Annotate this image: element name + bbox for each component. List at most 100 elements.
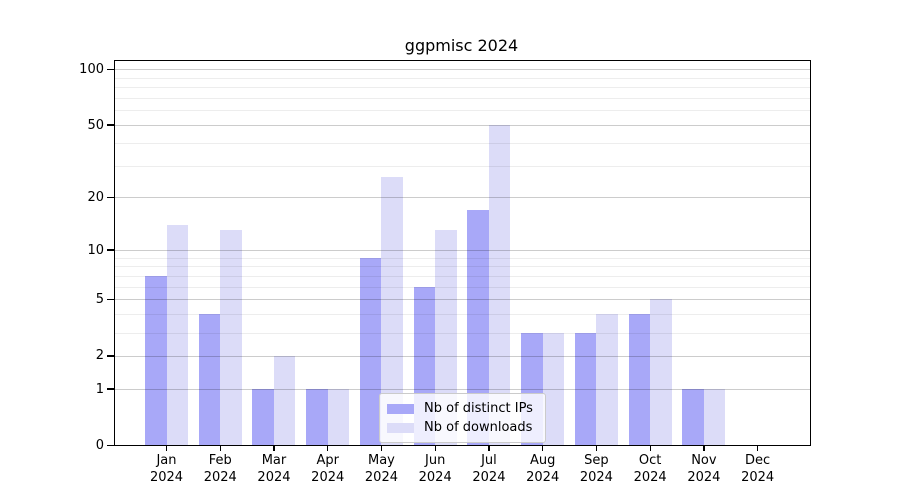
x-tick-label-line: Apr: [316, 453, 339, 468]
y-tick-mark: [107, 298, 114, 301]
x-tick-mark: [703, 446, 705, 451]
bar-distinct-ips: [359, 257, 382, 446]
y-tick-mark: [107, 444, 114, 447]
x-tick-label: Jul 2024: [457, 452, 521, 486]
gridline-minor: [113, 257, 811, 259]
gridline-minor: [113, 165, 811, 167]
x-tick-label: May 2024: [349, 452, 413, 486]
gridline-major: [113, 389, 811, 390]
x-tick-mark: [542, 446, 544, 451]
legend-label-downloads: Nb of downloads: [424, 420, 533, 435]
y-tick-mark: [107, 196, 114, 199]
bar-distinct-ips: [574, 332, 597, 446]
bar-downloads: [220, 230, 242, 446]
bar-distinct-ips: [628, 314, 651, 446]
x-tick-label-line: 2024: [257, 470, 291, 485]
x-tick-label: Oct 2024: [618, 452, 682, 486]
x-tick-mark: [219, 446, 221, 451]
bar-downloads: [542, 332, 565, 446]
x-tick-label-line: 2024: [472, 470, 506, 485]
x-tick-label-line: 2024: [579, 470, 613, 485]
y-tick-label: 5: [95, 291, 104, 307]
x-tick-mark: [649, 446, 651, 451]
gridline-major: [113, 250, 811, 252]
legend-swatch-distinct-ips: [387, 403, 414, 414]
x-tick-label-line: 2024: [203, 470, 237, 485]
x-tick-mark: [380, 446, 383, 451]
x-tick-label-line: 2024: [633, 470, 667, 485]
x-tick-label-line: Jul: [481, 453, 497, 468]
y-tick-label: 100: [79, 61, 104, 77]
x-tick-label-line: 2024: [149, 470, 184, 485]
bar-downloads: [435, 230, 457, 446]
x-tick-label: Mar 2024: [242, 452, 306, 486]
x-tick-mark: [595, 446, 598, 451]
gridline-minor: [113, 276, 811, 278]
x-tick-label-line: 2024: [364, 470, 398, 485]
x-tick-mark: [327, 446, 329, 451]
x-tick-mark: [165, 446, 168, 451]
x-tick-label: Jan 2024: [135, 452, 199, 486]
y-tick-mark: [107, 124, 114, 126]
gridline-major: [113, 299, 811, 301]
x-tick-label-line: 2024: [526, 470, 560, 485]
x-tick-label-line: Sep: [584, 453, 609, 468]
bar-distinct-ips: [198, 314, 221, 446]
bar-downloads: [488, 125, 511, 446]
x-tick-label-line: Feb: [208, 453, 232, 468]
x-tick-label: Jun 2024: [403, 452, 467, 486]
gridline-minor: [113, 77, 811, 79]
x-tick-label-line: Mar: [261, 453, 287, 468]
x-tick-mark: [488, 446, 490, 451]
x-tick-label-line: Aug: [529, 453, 556, 468]
bar-downloads: [596, 314, 618, 446]
x-tick-label: Sep 2024: [564, 452, 628, 486]
x-tick-mark: [434, 446, 436, 451]
y-tick-label: 50: [87, 117, 104, 133]
gridline-minor: [113, 286, 811, 288]
bar-distinct-ips: [252, 389, 274, 446]
gridline-minor: [113, 110, 811, 112]
x-tick-label-line: Dec: [745, 453, 771, 468]
x-tick-label: Dec 2024: [726, 452, 790, 486]
gridline-minor: [113, 98, 811, 100]
y-tick-label: 0: [95, 438, 104, 453]
bar-distinct-ips: [682, 389, 704, 446]
x-tick-label-line: 2024: [741, 470, 775, 485]
bar-downloads: [273, 355, 296, 446]
x-tick-label-line: Oct: [638, 453, 662, 468]
gridline-minor: [113, 142, 811, 144]
gridline-minor: [113, 87, 811, 89]
y-tick-label: 20: [87, 189, 104, 205]
gridline-minor: [113, 266, 811, 268]
gridline-major: [113, 355, 811, 357]
y-tick-mark: [107, 388, 114, 390]
bar-distinct-ips: [306, 389, 328, 446]
y-tick-mark: [107, 355, 114, 357]
legend-label-distinct-ips: Nb of distinct IPs: [424, 401, 533, 416]
y-tick-label: 10: [87, 242, 104, 258]
x-tick-label: Feb 2024: [188, 452, 252, 486]
y-tick-label: 1: [95, 381, 104, 397]
x-tick-label: Apr 2024: [296, 452, 360, 486]
y-tick-mark: [107, 249, 114, 251]
bar-distinct-ips: [467, 209, 489, 446]
bar-downloads: [703, 389, 726, 446]
x-tick-mark: [273, 446, 275, 451]
x-tick-label-line: Jun: [425, 453, 446, 468]
legend-item-distinct-ips: Nb of distinct IPs: [387, 399, 541, 418]
x-tick-label-line: Jan: [156, 453, 177, 468]
x-tick-label-line: Nov: [691, 453, 717, 468]
x-tick-label: Aug 2024: [511, 452, 575, 486]
gridline-major: [113, 197, 811, 199]
x-tick-label-line: 2024: [687, 470, 721, 485]
gridline-minor: [113, 332, 811, 334]
gridline-minor: [113, 314, 811, 316]
y-tick-mark: [107, 68, 114, 71]
x-tick-label: Nov 2024: [672, 452, 736, 486]
plot-area: [113, 59, 811, 446]
bar-distinct-ips: [145, 276, 167, 446]
bar-downloads: [381, 176, 403, 446]
chart-title: ggpmisc 2024: [404, 36, 519, 55]
